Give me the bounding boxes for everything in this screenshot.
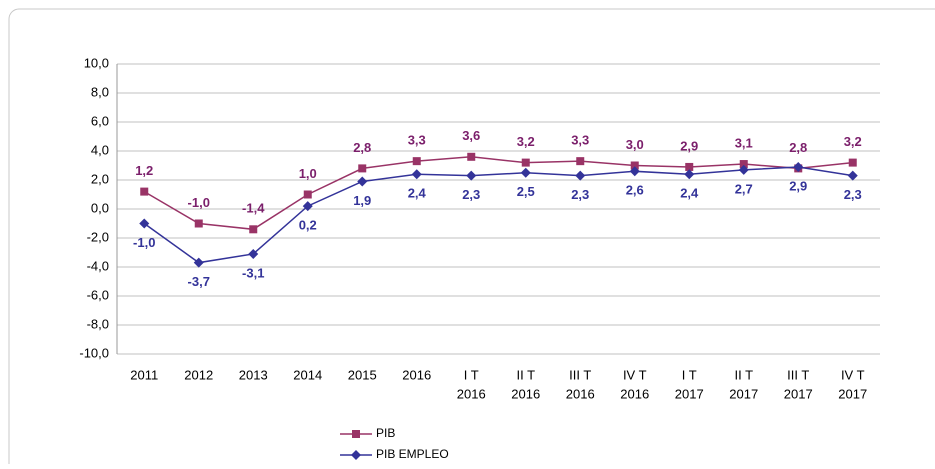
marker bbox=[358, 164, 367, 173]
data-label: -1,4 bbox=[242, 201, 265, 216]
x-tick-label: 2016 bbox=[457, 386, 486, 401]
data-label: -3,7 bbox=[188, 274, 210, 289]
x-tick-label: 2017 bbox=[729, 386, 758, 401]
data-label: 2,4 bbox=[680, 186, 699, 201]
data-label: 2,6 bbox=[626, 183, 644, 198]
marker bbox=[738, 164, 749, 175]
data-label: 3,2 bbox=[517, 134, 535, 149]
x-tick-label: 2017 bbox=[784, 386, 813, 401]
y-tick-label: 0,0 bbox=[91, 200, 109, 215]
data-label: 2,9 bbox=[789, 178, 807, 193]
data-label: 2,5 bbox=[517, 184, 535, 199]
marker bbox=[411, 169, 422, 180]
marker bbox=[684, 169, 695, 180]
x-tick-label: IV T bbox=[841, 367, 865, 382]
marker bbox=[630, 161, 639, 170]
data-label: 0,2 bbox=[299, 218, 317, 233]
x-tick-label: 2016 bbox=[402, 367, 431, 382]
x-tick-label: 2016 bbox=[566, 386, 595, 401]
marker bbox=[357, 176, 368, 187]
data-label: 1,2 bbox=[135, 163, 153, 178]
data-label: 2,3 bbox=[571, 187, 589, 202]
y-tick-label: 6,0 bbox=[91, 113, 109, 128]
marker bbox=[193, 257, 204, 268]
y-tick-label: 8,0 bbox=[91, 84, 109, 99]
legend-label: PIB EMPLEO bbox=[376, 447, 449, 461]
y-tick-label: -2,0 bbox=[87, 229, 109, 244]
y-tick-label: 2,0 bbox=[91, 171, 109, 186]
data-label: 2,8 bbox=[789, 140, 807, 155]
marker bbox=[194, 219, 203, 228]
x-tick-label: IV T bbox=[623, 367, 647, 382]
marker bbox=[248, 248, 259, 259]
x-tick-label: III T bbox=[787, 367, 809, 382]
data-label: 3,6 bbox=[462, 128, 480, 143]
marker bbox=[847, 170, 858, 181]
marker bbox=[139, 218, 150, 229]
x-tick-label: 2012 bbox=[184, 367, 213, 382]
marker bbox=[249, 225, 258, 234]
marker bbox=[793, 161, 804, 172]
data-label: 2,7 bbox=[735, 181, 753, 196]
data-label: 2,8 bbox=[353, 140, 371, 155]
marker bbox=[575, 170, 586, 181]
marker bbox=[739, 160, 748, 169]
data-label: 3,3 bbox=[408, 133, 426, 148]
data-label: 2,3 bbox=[844, 187, 862, 202]
y-tick-label: 10,0 bbox=[84, 55, 109, 70]
data-label: 3,1 bbox=[735, 135, 753, 150]
x-tick-label: I T bbox=[682, 367, 697, 382]
data-label: 3,2 bbox=[844, 134, 862, 149]
marker bbox=[140, 187, 149, 196]
x-tick-label: 2017 bbox=[675, 386, 704, 401]
marker bbox=[685, 162, 694, 171]
y-tick-label: -6,0 bbox=[87, 287, 109, 302]
data-label: -1,0 bbox=[133, 235, 155, 250]
data-label: 1,9 bbox=[353, 193, 371, 208]
marker bbox=[521, 158, 530, 167]
y-tick-label: -10,0 bbox=[79, 345, 109, 360]
x-tick-label: 2011 bbox=[130, 367, 158, 382]
x-tick-label: II T bbox=[516, 367, 535, 382]
data-label: 2,9 bbox=[680, 138, 698, 153]
x-tick-label: II T bbox=[734, 367, 753, 382]
x-tick-label: 2016 bbox=[511, 386, 540, 401]
x-tick-label: 2015 bbox=[348, 367, 377, 382]
data-label: -3,1 bbox=[242, 265, 264, 280]
marker bbox=[352, 430, 360, 438]
x-tick-label: 2014 bbox=[293, 367, 322, 382]
data-label: 1,0 bbox=[299, 166, 317, 181]
marker bbox=[467, 152, 476, 161]
marker bbox=[576, 157, 585, 166]
marker bbox=[520, 167, 531, 178]
y-tick-label: 4,0 bbox=[91, 142, 109, 157]
marker bbox=[848, 158, 857, 167]
series-line bbox=[143, 166, 853, 264]
marker bbox=[412, 157, 421, 166]
data-label: 2,4 bbox=[408, 186, 427, 201]
data-label: 3,0 bbox=[626, 137, 644, 152]
data-label: 2,3 bbox=[462, 187, 480, 202]
x-tick-label: 2013 bbox=[239, 367, 268, 382]
marker bbox=[466, 170, 477, 181]
data-label: -1,0 bbox=[188, 195, 210, 210]
x-tick-label: 2016 bbox=[620, 386, 649, 401]
x-tick-label: 2017 bbox=[838, 386, 867, 401]
x-tick-label: III T bbox=[569, 367, 591, 382]
data-label: 3,3 bbox=[571, 133, 589, 148]
x-tick-label: I T bbox=[464, 367, 479, 382]
marker bbox=[351, 450, 361, 460]
y-tick-label: -8,0 bbox=[87, 316, 109, 331]
y-tick-label: -4,0 bbox=[87, 258, 109, 273]
marker bbox=[629, 166, 640, 177]
series-line bbox=[143, 156, 853, 231]
marker bbox=[303, 190, 312, 199]
marker bbox=[302, 201, 313, 212]
legend-label: PIB bbox=[376, 426, 395, 440]
